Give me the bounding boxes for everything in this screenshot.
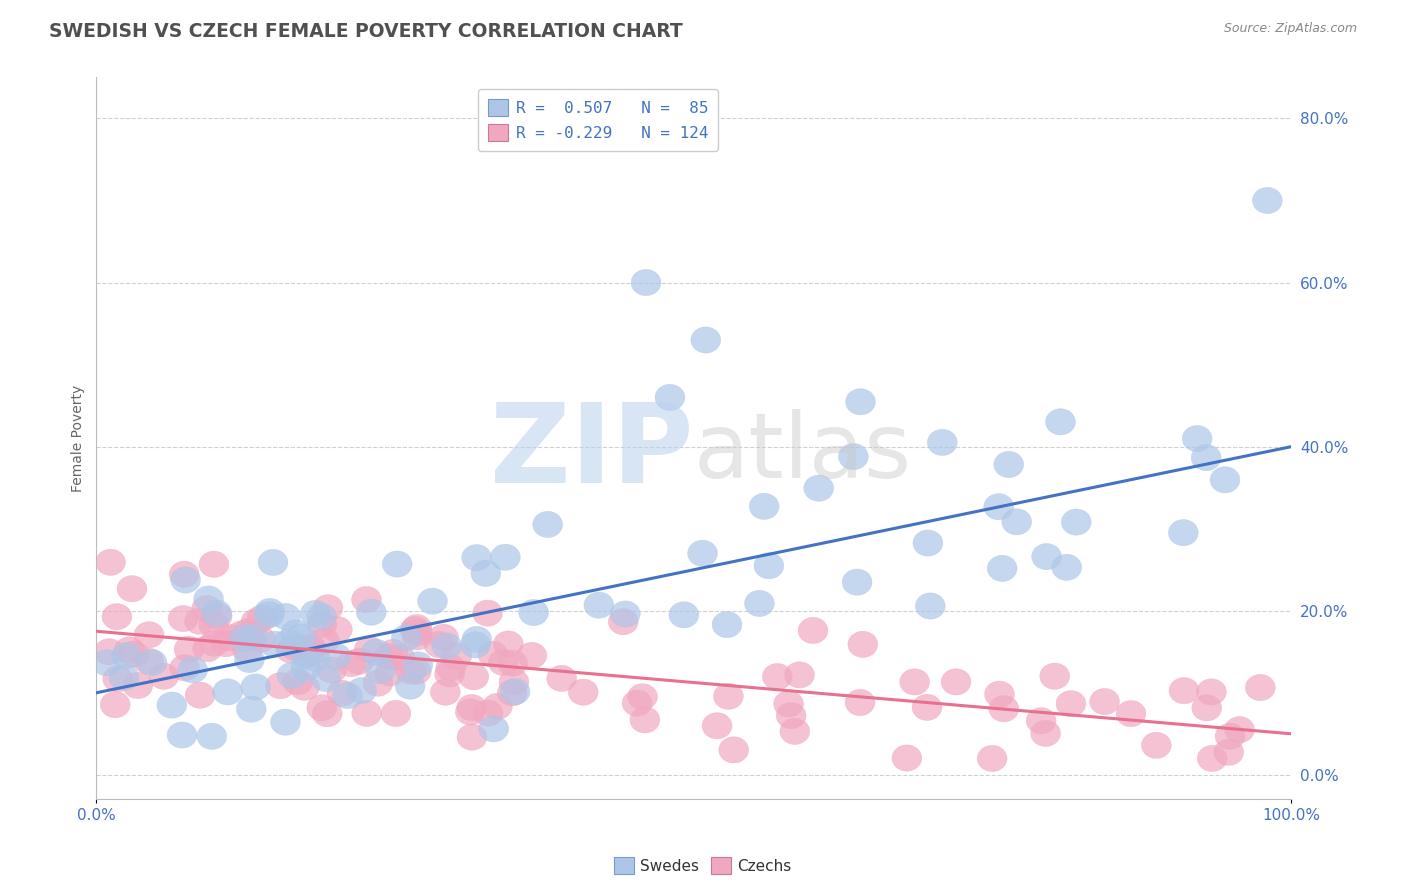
Y-axis label: Female Poverty: Female Poverty xyxy=(72,384,86,492)
Legend: R =  0.507   N =  85, R = -0.229   N = 124: R = 0.507 N = 85, R = -0.229 N = 124 xyxy=(478,89,718,151)
Text: SWEDISH VS CZECH FEMALE POVERTY CORRELATION CHART: SWEDISH VS CZECH FEMALE POVERTY CORRELAT… xyxy=(49,22,683,41)
Legend: Swedes, Czechs: Swedes, Czechs xyxy=(609,851,797,880)
Text: atlas: atlas xyxy=(693,409,912,497)
Text: ZIP: ZIP xyxy=(491,400,693,507)
Text: Source: ZipAtlas.com: Source: ZipAtlas.com xyxy=(1223,22,1357,36)
